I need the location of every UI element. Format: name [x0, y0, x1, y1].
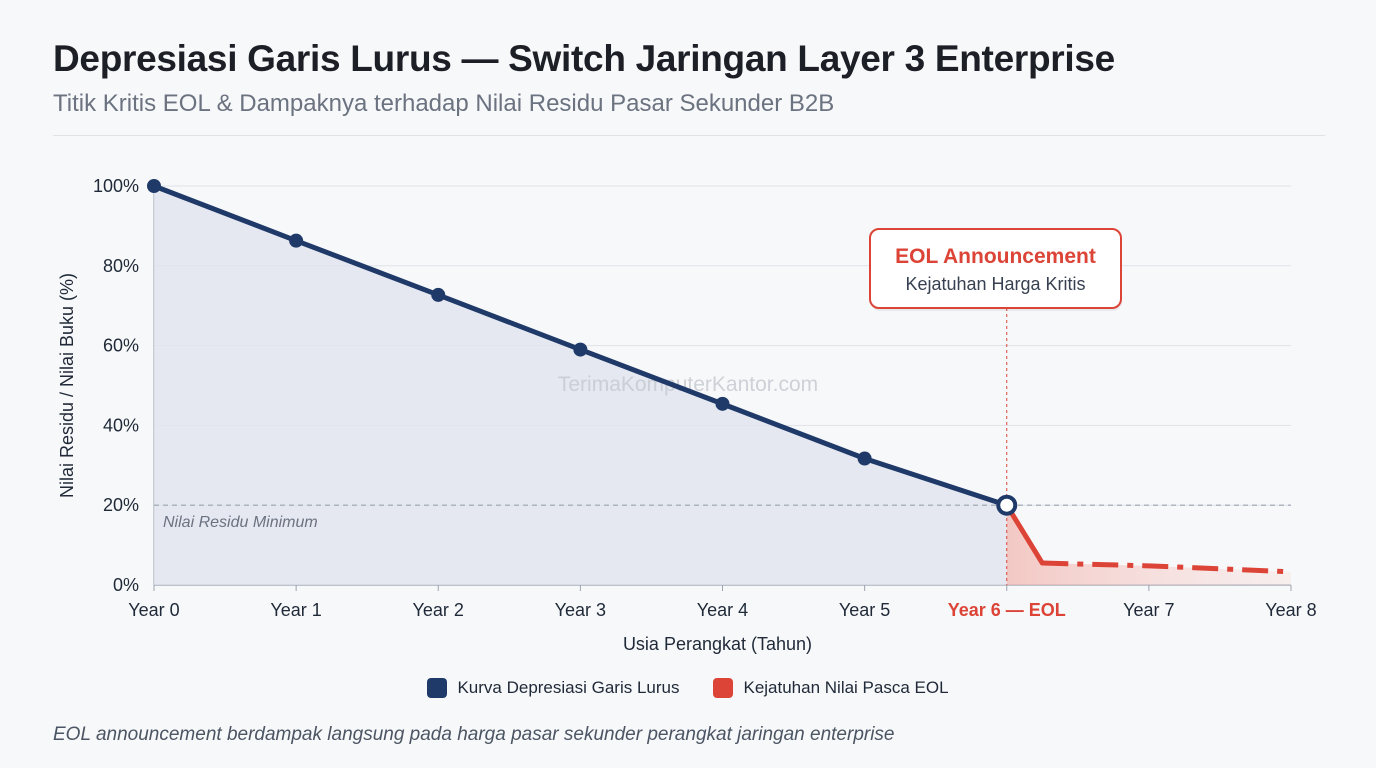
x-tick-label: Year 0 — [128, 600, 179, 620]
eol-drop-line — [1004, 502, 1045, 566]
eol-drop-area — [1006, 505, 1291, 585]
x-tick-label: Year 5 — [839, 600, 890, 620]
eol-data-point — [996, 494, 1018, 516]
chart-title: Depresiasi Garis Lurus — Switch Jaringan… — [53, 38, 1115, 79]
footnote: EOL announcement berdampak langsung pada… — [53, 724, 895, 745]
x-tick-label: Year 2 — [413, 600, 464, 620]
x-tick-label: Year 3 — [555, 600, 606, 620]
legend-item-depreciation: Kurva Depresiasi Garis Lurus — [427, 678, 679, 698]
y-tick-label: 60% — [103, 336, 139, 356]
annotation-title: EOL Announcement — [895, 245, 1096, 268]
header-divider — [53, 135, 1325, 136]
y-tick-label: 40% — [103, 415, 139, 435]
y-tick-label: 20% — [103, 495, 139, 515]
data-point — [857, 451, 872, 466]
data-point — [289, 233, 304, 248]
depreciation-area — [154, 186, 1007, 585]
watermark: TerimaKomputerKantor.com — [558, 373, 818, 396]
y-tick-label: 0% — [113, 575, 139, 595]
x-tick-label: Year 8 — [1265, 600, 1316, 620]
eol-drop-tail — [1042, 560, 1292, 575]
annotation-text: Kejatuhan Harga Kritis — [905, 274, 1085, 294]
y-tick-label: 80% — [103, 256, 139, 276]
chart-subtitle: Titik Kritis EOL & Dampaknya terhadap Ni… — [53, 90, 835, 117]
y-axis-title: Nilai Residu / Nilai Buku (%) — [57, 273, 77, 498]
x-tick-label: Year 4 — [697, 600, 748, 620]
minimum-residual-label: Nilai Residu Minimum — [163, 514, 318, 531]
data-point — [715, 396, 730, 411]
legend-swatch-eol-drop — [713, 678, 734, 698]
legend: Kurva Depresiasi Garis Lurus Kejatuhan N… — [0, 678, 1376, 698]
legend-swatch-depreciation — [427, 678, 448, 698]
x-tick-label: Year 6 — EOL — [948, 600, 1066, 620]
legend-label-eol-drop: Kejatuhan Nilai Pasca EOL — [743, 678, 949, 697]
x-tick-label: Year 7 — [1123, 600, 1174, 620]
legend-item-eol-drop: Kejatuhan Nilai Pasca EOL — [713, 678, 949, 698]
x-axis-title: Usia Perangkat (Tahun) — [623, 634, 812, 654]
data-point — [147, 179, 161, 193]
x-tick-label: Year 1 — [270, 600, 321, 620]
data-point — [573, 342, 588, 357]
depreciation-chart: 0% 20% 40% 60% 80% 100% Year 0 Year 1 Year 2 Year… — [57, 176, 1317, 654]
data-point — [431, 287, 446, 302]
legend-label-depreciation: Kurva Depresiasi Garis Lurus — [457, 678, 680, 697]
y-tick-label: 100% — [93, 176, 139, 196]
annotation-box — [869, 228, 1122, 309]
